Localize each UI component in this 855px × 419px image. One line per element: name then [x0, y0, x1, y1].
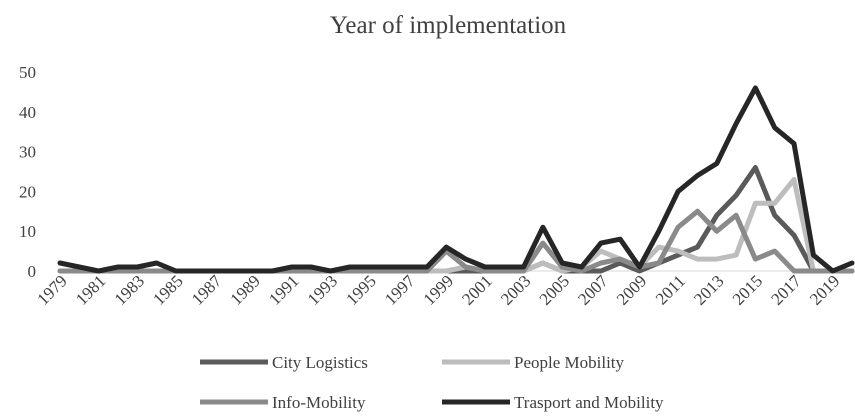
legend-label: Info-Mobility	[272, 393, 366, 412]
x-tick-label: 2019	[806, 271, 843, 308]
x-tick-label: 1985	[149, 271, 186, 308]
chart-title: Year of implementation	[330, 12, 567, 39]
x-tick-label: 2001	[458, 271, 495, 308]
series-line-2	[57, 208, 855, 274]
x-tick-label: 2007	[574, 271, 612, 309]
legend-label: People Mobility	[514, 353, 625, 372]
x-tick-label: 1995	[342, 271, 379, 308]
y-axis: 0 10 20 30 40 50	[19, 63, 36, 281]
y-tick-label: 20	[19, 182, 36, 201]
x-tick-label: 1999	[420, 271, 457, 308]
series-lines	[57, 85, 855, 274]
x-tick-label: 1997	[381, 271, 419, 309]
x-tick-label: 2005	[536, 271, 573, 308]
legend-item: City Logistics	[200, 353, 368, 372]
y-tick-label: 30	[19, 143, 36, 162]
x-tick-label: 1979	[33, 271, 70, 308]
y-tick-label: 40	[19, 103, 36, 122]
x-tick-label: 1991	[265, 271, 302, 308]
y-tick-label: 10	[19, 222, 36, 241]
series-line-3	[57, 85, 855, 274]
legend-item: People Mobility	[442, 353, 625, 372]
legend-label: City Logistics	[272, 353, 368, 372]
x-tick-label: 1983	[111, 271, 148, 308]
y-tick-label: 50	[19, 63, 36, 82]
x-tick-label: 2017	[767, 271, 805, 309]
legend-label: Trasport and Mobility	[514, 393, 664, 412]
x-tick-label: 1993	[304, 271, 341, 308]
legend-item: Trasport and Mobility	[442, 393, 664, 412]
x-tick-label: 1989	[227, 271, 264, 308]
x-tick-label: 1981	[72, 271, 109, 308]
x-axis: 1979 1981 1983 1985 1987 1989 1991 1993 1995 1997…	[33, 271, 843, 309]
x-tick-label: 2009	[613, 271, 650, 308]
legend-item: Info-Mobility	[200, 393, 366, 412]
y-tick-label: 0	[28, 262, 37, 281]
x-tick-label: 2011	[652, 271, 689, 308]
x-tick-label: 2003	[497, 271, 534, 308]
x-tick-label: 2015	[729, 271, 766, 308]
x-tick-label: 2013	[690, 271, 727, 308]
x-tick-label: 1987	[188, 271, 226, 309]
legend: City Logistics People Mobility Info-Mobili…	[200, 353, 664, 412]
